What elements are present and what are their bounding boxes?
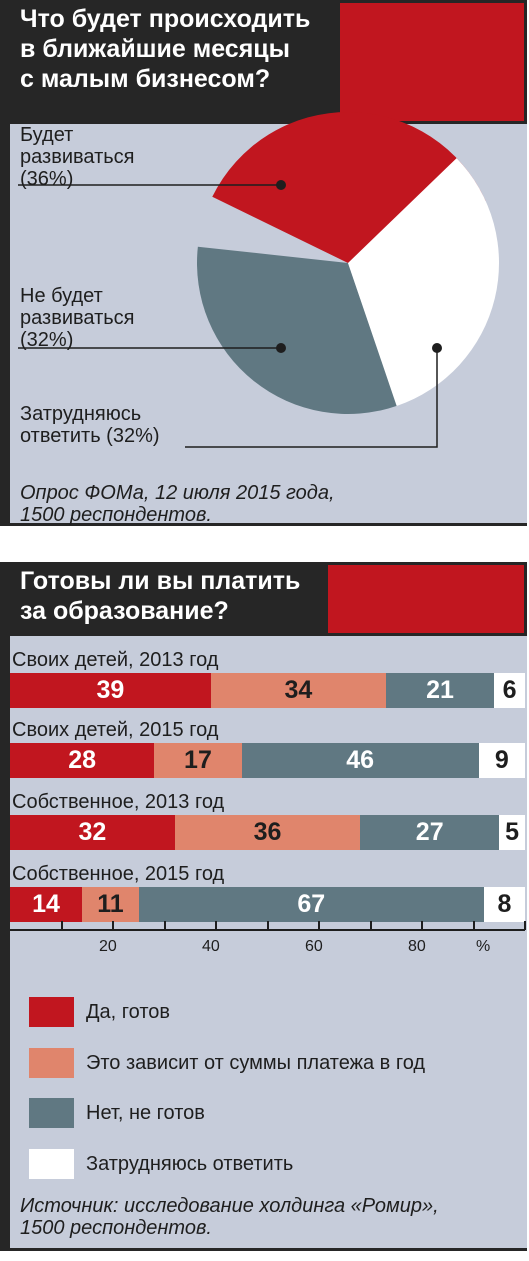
pie-slice-unsure [348, 158, 499, 406]
x-tick-mark [524, 921, 526, 930]
pie-chart [18, 111, 499, 448]
bar-category-label: Своих детей, 2013 год [12, 649, 219, 671]
header-accent [340, 0, 527, 124]
bar-segment: 11 [82, 887, 139, 922]
source-line: Источник: исследование холдинга «Ромир», [20, 1195, 439, 1217]
x-tick-mark [318, 921, 320, 930]
x-tick-label: % [476, 938, 491, 955]
pie-chart-title: Что будет происходить в ближайшие месяцы… [10, 0, 340, 124]
x-tick-mark [266, 921, 269, 930]
pie-label-no-grow: Не будет развиваться (32%) [20, 285, 134, 351]
x-tick-mark [60, 921, 63, 930]
bar-segment: 27 [360, 815, 500, 850]
title-line: за образование? [20, 597, 229, 625]
pie-label-line: Не будет [20, 285, 103, 307]
title-line: в ближайшие месяцы [20, 35, 291, 63]
pie-label-unsure: Затрудняюсь ответить (32%) [20, 403, 160, 447]
bar-segment: 17 [154, 743, 242, 778]
x-tick-label: 20 [99, 938, 117, 955]
x-tick-mark [421, 921, 423, 930]
bar-category-label: Собственное, 2013 год [12, 791, 225, 813]
leader-unsure [185, 348, 438, 448]
legend-label: Затрудняюсь ответить [86, 1153, 294, 1175]
leader-unsure-dot [432, 343, 442, 353]
title-line: Что будет происходить [20, 5, 311, 33]
title-line: Готовы ли вы платить [20, 567, 301, 595]
source-line: 1500 респондентов. [20, 1217, 212, 1239]
pie-source: Опрос ФОМа, 12 июля 2015 года, 1500 респ… [20, 482, 335, 526]
header-accent [328, 562, 527, 636]
bar-segment: 8 [483, 887, 525, 922]
bar-segment: 32 [10, 815, 175, 850]
leader-grow-dot [276, 180, 286, 190]
bar-segment: 14 [10, 887, 83, 922]
legend-swatch [29, 1098, 74, 1128]
x-tick-mark [163, 921, 166, 930]
pie-label-line: Затрудняюсь [20, 403, 142, 425]
bar-segment: 5 [499, 815, 525, 850]
x-tick-mark [472, 921, 475, 930]
bar-segment: 34 [210, 673, 386, 708]
bar-category-label: Своих детей, 2015 год [12, 719, 219, 741]
title-line: с малым бизнесом? [20, 65, 271, 93]
leader-no-grow-dot [276, 343, 286, 353]
x-axis [10, 929, 525, 931]
bar-chart-title: Готовы ли вы платить за образование? [10, 562, 328, 636]
legend-swatch [29, 997, 74, 1027]
legend-swatch [29, 1048, 74, 1078]
x-tick-mark [215, 921, 217, 930]
x-tick-mark [112, 921, 114, 930]
bar-segment: 36 [174, 815, 361, 850]
pie-chart-header: Что будет происходить в ближайшие месяцы… [10, 0, 527, 124]
legend-label: Да, готов [86, 1001, 171, 1023]
bar-source: Источник: исследование холдинга «Ромир»,… [20, 1195, 439, 1239]
pie-label-line: (32%) [20, 329, 74, 351]
bar-segment: 21 [385, 673, 495, 708]
legend-label: Нет, не готов [86, 1102, 205, 1124]
bar-segment: 46 [241, 743, 479, 778]
bar-category-label: Собственное, 2015 год [12, 863, 225, 885]
bar-chart-header: Готовы ли вы платить за образование? [10, 562, 527, 636]
pie-label-line: развиваться [20, 146, 135, 168]
source-line: 1500 респондентов. [20, 504, 212, 526]
x-tick-label: 60 [305, 938, 323, 955]
pie-slice-no-grow [197, 246, 398, 414]
bar-segment: 67 [138, 887, 484, 922]
x-tick-label: 80 [408, 938, 426, 955]
source-line: Опрос ФОМа, 12 июля 2015 года, [20, 482, 335, 504]
x-tick-mark [369, 921, 372, 930]
legend-swatch [29, 1149, 74, 1179]
pie-label-line: развиваться [20, 307, 135, 329]
bar-segment: 39 [10, 673, 211, 708]
bar-segment: 6 [494, 673, 525, 708]
x-tick-label: 40 [202, 938, 220, 955]
pie-label-line: ответить (32%) [20, 425, 160, 447]
bar-segment: 28 [10, 743, 155, 778]
pie-label-line: Будет [20, 124, 74, 146]
bar-segment: 9 [478, 743, 525, 778]
legend-label: Это зависит от суммы платежа в год [86, 1052, 426, 1074]
